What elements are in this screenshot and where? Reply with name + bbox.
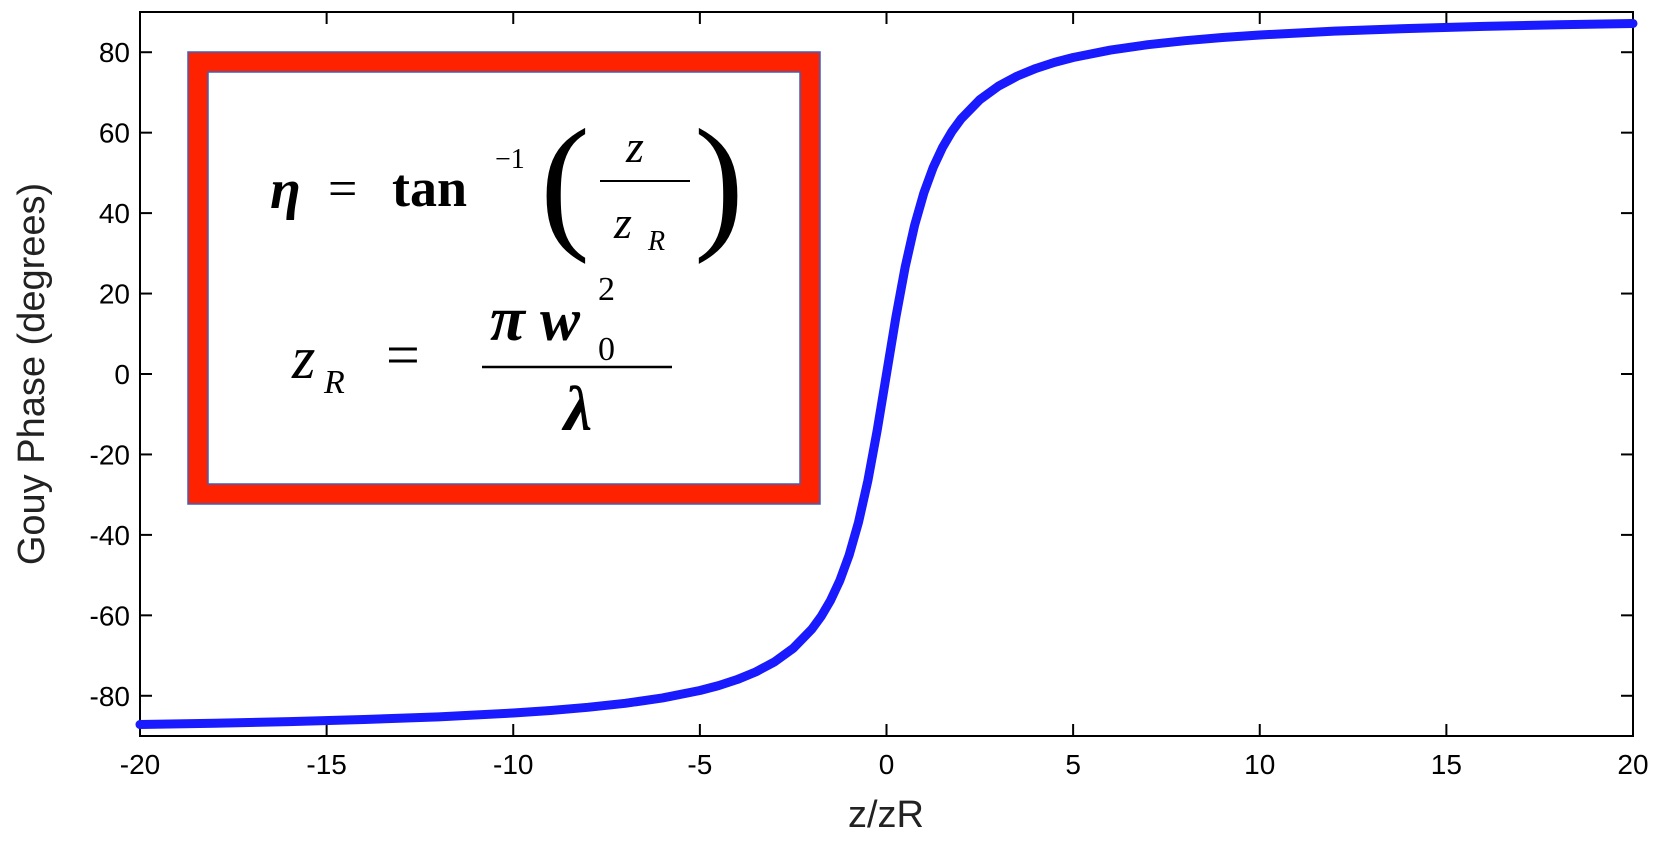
y-tick-label: -40 xyxy=(90,520,130,551)
x-tick-label: 10 xyxy=(1244,749,1275,780)
x-tick-label: 15 xyxy=(1431,749,1462,780)
x-axis-label: z/zR xyxy=(848,794,924,836)
fraction-denominator-z: z xyxy=(613,197,632,248)
inverse-superscript: −1 xyxy=(495,144,525,175)
pi-symbol: π xyxy=(490,283,527,354)
x-tick-label: -15 xyxy=(306,749,346,780)
y-tick-label: -20 xyxy=(90,439,130,470)
x-axis-ticks: -20 -15 -10 -5 0 5 10 15 20 xyxy=(120,12,1649,780)
lambda-symbol: λ xyxy=(561,373,592,444)
fraction-numerator-z: z xyxy=(625,121,644,172)
equation-box-outer-edge xyxy=(187,51,821,505)
y-tick-label: 60 xyxy=(99,118,130,149)
zr-symbol: z xyxy=(291,325,315,391)
y-tick-label: 80 xyxy=(99,37,130,68)
gouy-phase-equation: η = tan −1 ( z z R ) xyxy=(270,99,744,265)
zr-subscript-r: R xyxy=(323,364,345,401)
w-symbol: w xyxy=(540,287,581,353)
equals-sign-2: = xyxy=(386,322,420,388)
w-superscript-2: 2 xyxy=(598,271,615,308)
eta-symbol: η xyxy=(270,159,301,221)
equation-box: η = tan −1 ( z z R ) z R = π w 2 0 λ xyxy=(187,51,821,505)
x-tick-label: 20 xyxy=(1617,749,1648,780)
x-tick-label: -20 xyxy=(120,749,160,780)
y-tick-label: -80 xyxy=(90,681,130,712)
y-axis-label: Gouy Phase (degrees) xyxy=(11,183,53,565)
x-tick-label: 0 xyxy=(879,749,895,780)
equation-box-inner-edge xyxy=(207,71,801,485)
rayleigh-range-equation: z R = π w 2 0 λ xyxy=(291,271,672,444)
left-paren: ( xyxy=(540,99,590,265)
equation-box-frame xyxy=(188,52,820,504)
x-tick-label: -5 xyxy=(687,749,712,780)
gouy-phase-series-line xyxy=(135,19,1638,729)
right-paren: ) xyxy=(694,99,744,265)
x-tick-label: -10 xyxy=(493,749,533,780)
x-tick-label: 5 xyxy=(1065,749,1081,780)
y-tick-label: 0 xyxy=(114,359,130,390)
tan-function: tan xyxy=(392,158,467,218)
w-subscript-0: 0 xyxy=(598,331,615,368)
y-tick-label: 40 xyxy=(99,198,130,229)
fraction-denominator-subscript-r: R xyxy=(647,226,665,257)
y-tick-label: -60 xyxy=(90,600,130,631)
y-tick-label: 20 xyxy=(99,279,130,310)
equals-sign-1: = xyxy=(328,161,357,218)
